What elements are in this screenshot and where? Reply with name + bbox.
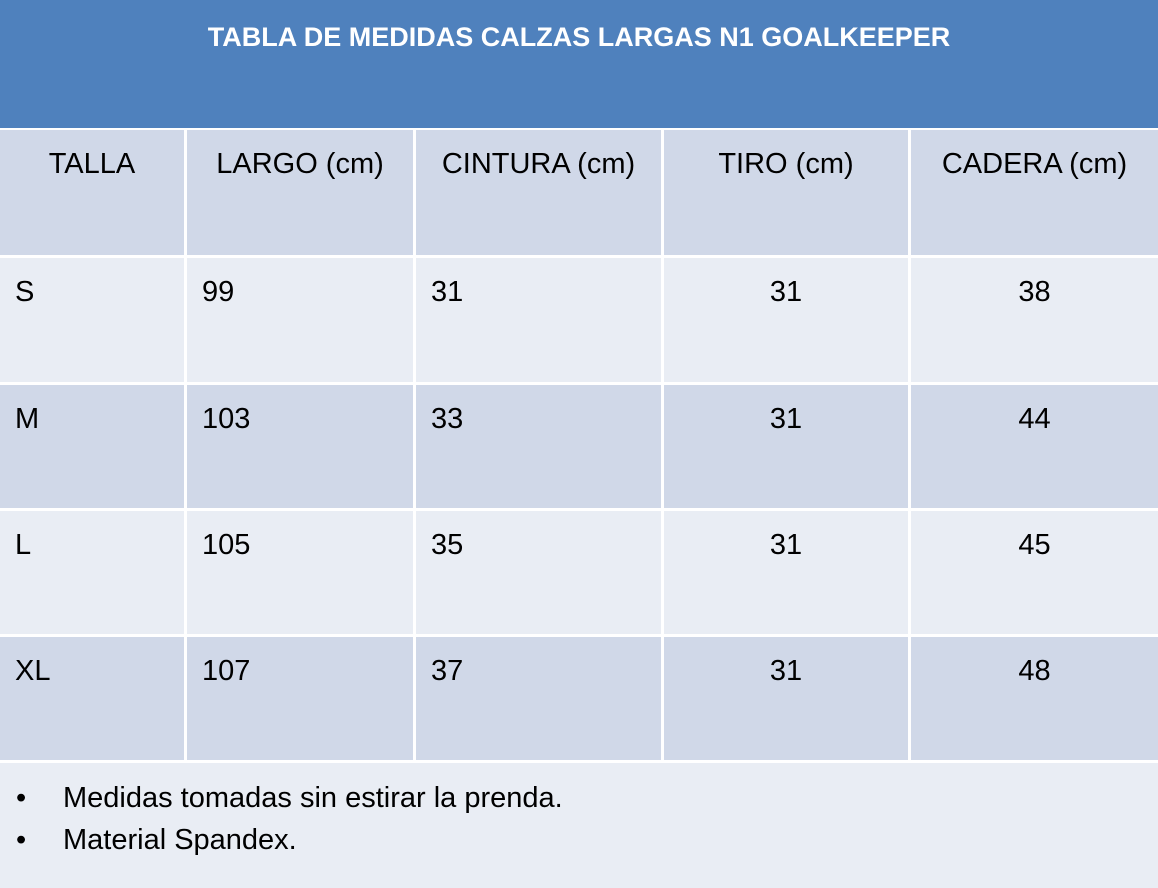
table-cell: 31: [416, 258, 661, 382]
table-cell: M: [0, 385, 184, 508]
table-cell: 31: [664, 258, 908, 382]
note-item: Medidas tomadas sin estirar la prenda.: [0, 777, 1158, 819]
table-cell: 38: [911, 258, 1158, 382]
note-item: Material Spandex.: [0, 819, 1158, 861]
header-cell: CINTURA (cm): [416, 130, 661, 255]
table-cell: 107: [187, 637, 413, 760]
table-cell: L: [0, 511, 184, 634]
header-cell: LARGO (cm): [187, 130, 413, 255]
table-cell: 45: [911, 511, 1158, 634]
table-cell: XL: [0, 637, 184, 760]
table-cell: 44: [911, 385, 1158, 508]
table-cell: 48: [911, 637, 1158, 760]
notes: Medidas tomadas sin estirar la prenda.Ma…: [0, 763, 1158, 888]
table-cell: 31: [664, 511, 908, 634]
table-cell: 35: [416, 511, 661, 634]
table-cell: 31: [664, 637, 908, 760]
table-cell: 37: [416, 637, 661, 760]
header-cell: TIRO (cm): [664, 130, 908, 255]
table-cell: 31: [664, 385, 908, 508]
table-cell: 99: [187, 258, 413, 382]
table-cell: 105: [187, 511, 413, 634]
header-cell: CADERA (cm): [911, 130, 1158, 255]
header-cell: TALLA: [0, 130, 184, 255]
table-cell: S: [0, 258, 184, 382]
table-cell: 33: [416, 385, 661, 508]
table-title: TABLA DE MEDIDAS CALZAS LARGAS N1 GOALKE…: [0, 0, 1158, 128]
table-cell: 103: [187, 385, 413, 508]
